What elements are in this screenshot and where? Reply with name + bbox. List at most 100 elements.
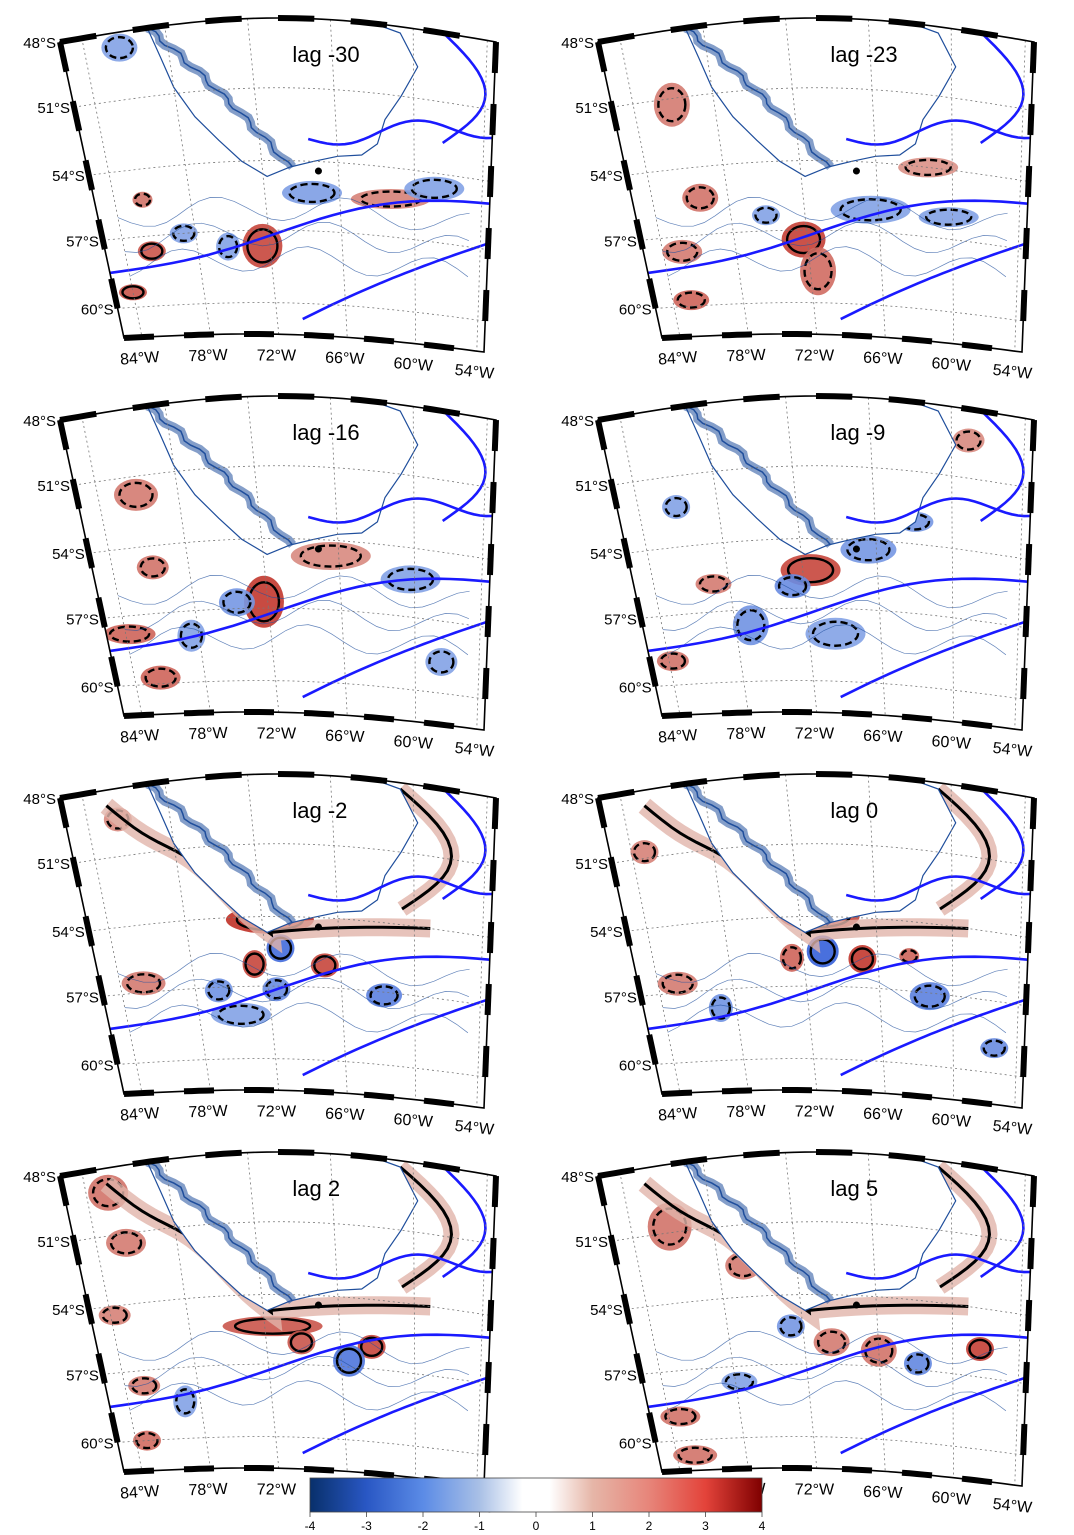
- latitude-label: 51°S: [575, 100, 608, 117]
- longitude-label: 66°W: [863, 728, 904, 746]
- latitude-label: 48°S: [561, 413, 594, 430]
- front-line: [647, 577, 1028, 653]
- map-panel: lag 548°S51°S54°S57°S60°S84°W78°W72°W66°…: [561, 1149, 1037, 1517]
- latitude-label: 57°S: [66, 1367, 99, 1384]
- station-marker: [314, 923, 322, 931]
- frame-tick: [841, 332, 873, 340]
- frame-tick: [670, 400, 708, 411]
- colorbar-tick-label: -1: [474, 1519, 485, 1533]
- front-line: [845, 497, 1031, 524]
- significance-contour: [803, 251, 833, 291]
- frame-tick: [123, 711, 155, 719]
- front-line: [647, 199, 1028, 275]
- lag-label: lag 2: [292, 1176, 340, 1201]
- frame-tick: [595, 419, 608, 451]
- latitude-label: 51°S: [575, 856, 608, 873]
- frame-tick: [815, 771, 853, 778]
- frame-tick: [422, 405, 461, 417]
- bathymetry-contour: [129, 624, 469, 656]
- frame-tick: [620, 537, 633, 569]
- significance-contour: [101, 1306, 128, 1324]
- significance-contour: [968, 1338, 992, 1360]
- longitude-label: 78°W: [188, 347, 229, 365]
- frame-tick: [607, 478, 621, 510]
- significance-contour: [664, 1407, 697, 1426]
- significance-contour: [118, 481, 154, 509]
- longitude-gridline: [867, 19, 886, 338]
- frame-tick: [350, 1152, 388, 1162]
- frame-tick: [961, 719, 993, 730]
- frame-tick: [961, 1475, 993, 1486]
- map-panels: lag -30 48°S 51°S 54°S 57°S 60°S 84°W 78°W 72°W 6…: [23, 15, 1037, 1517]
- significance-contour: [850, 947, 875, 971]
- significance-contour: [685, 186, 715, 210]
- frame-tick: [961, 1097, 993, 1108]
- significance-contour: [217, 1004, 265, 1025]
- frame-tick: [1029, 41, 1037, 74]
- longitude-gridline: [329, 397, 348, 716]
- front-line: [441, 410, 487, 522]
- significance-contour: [144, 667, 177, 688]
- frame-tick: [69, 100, 83, 132]
- significance-contour: [135, 1431, 159, 1450]
- frame-tick: [1029, 797, 1037, 830]
- latitude-label: 57°S: [604, 1367, 637, 1384]
- frame-tick: [961, 341, 993, 352]
- significance-contour: [246, 228, 279, 264]
- frame-tick: [489, 481, 497, 514]
- longitude-label: 78°W: [188, 725, 229, 743]
- frame-tick: [487, 543, 495, 576]
- bathymetry-contour: [662, 978, 1008, 1009]
- frame-tick: [95, 596, 108, 628]
- frame-tick: [95, 1352, 108, 1384]
- latitude-label: 51°S: [575, 1234, 608, 1251]
- latitude-gridline: [626, 1294, 1029, 1316]
- frame-tick: [721, 709, 753, 717]
- front-line: [302, 242, 489, 321]
- lag-label: lag -2: [292, 798, 347, 823]
- front-line: [840, 998, 1027, 1077]
- front-line: [307, 1253, 493, 1280]
- latitude-gridline: [117, 1058, 486, 1078]
- longitude-label: 72°W: [257, 347, 297, 364]
- longitude-gridline: [81, 1172, 143, 1472]
- frame-tick: [620, 915, 633, 947]
- frame-tick: [743, 15, 780, 25]
- frame-tick: [57, 1175, 70, 1207]
- frame-tick: [363, 713, 395, 723]
- lag-label: lag -9: [830, 420, 885, 445]
- frame-tick: [1025, 165, 1033, 198]
- frame-tick: [491, 41, 499, 74]
- frame-tick: [482, 1423, 490, 1456]
- significance-contour: [369, 985, 399, 1006]
- bathymetry-contour: [129, 246, 469, 278]
- frame-tick: [841, 1466, 873, 1474]
- longitude-label: 60°W: [393, 733, 434, 753]
- front-line: [302, 1376, 489, 1455]
- frame-tick: [595, 797, 608, 829]
- frame-tick: [607, 856, 621, 888]
- latitude-gridline: [655, 1058, 1024, 1078]
- east-shelf-contour: [937, 787, 992, 911]
- front-line: [109, 577, 490, 653]
- longitude-gridline: [164, 781, 211, 1091]
- latitude-label: 60°S: [619, 1435, 652, 1452]
- frame-tick: [1020, 667, 1028, 700]
- longitude-label: 60°W: [931, 733, 972, 753]
- latitude-label: 60°S: [619, 301, 652, 318]
- frame-tick: [489, 103, 497, 136]
- frame-tick: [960, 27, 999, 39]
- frame-tick: [303, 1466, 335, 1474]
- longitude-gridline: [329, 1153, 348, 1472]
- frame-tick: [888, 1152, 926, 1162]
- front-line: [109, 1333, 490, 1409]
- longitude-label: 60°W: [931, 1489, 972, 1509]
- station-marker: [852, 1301, 860, 1309]
- frame-tick: [277, 771, 315, 778]
- significance-contour: [410, 178, 458, 199]
- longitude-label: 66°W: [863, 350, 904, 368]
- latitude-gridline: [640, 607, 1027, 629]
- lag-label: lag 5: [830, 1176, 878, 1201]
- longitude-gridline: [476, 1174, 488, 1486]
